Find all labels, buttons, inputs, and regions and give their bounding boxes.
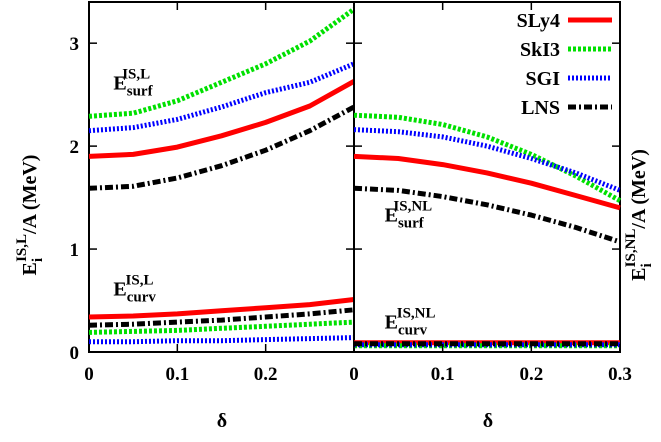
left-annotation-surf: EsurfIS,L xyxy=(113,67,153,100)
left-series-sgi-curv xyxy=(89,335,355,345)
right-x-tick-label: 0.3 xyxy=(608,364,632,385)
right-series-sgi-surf xyxy=(353,127,621,193)
y-tick-label: 2 xyxy=(70,137,80,158)
left-series-sgi-surf xyxy=(88,61,355,134)
left-series-sly4-curv xyxy=(88,297,355,320)
right-series-sly4-surf xyxy=(353,153,621,211)
left-series-lns-surf xyxy=(88,104,356,191)
left-annotation-curv: EcurvIS,L xyxy=(113,272,156,305)
left-y-axis-title: EiIS,L/A (MeV) xyxy=(14,155,46,276)
left-panel: 0 0.1 0.2 0 1 2 3 EsurfIS,L EcurvIS,L xyxy=(70,1,356,385)
legend-label-lns: LNS xyxy=(521,97,560,119)
legend-label-ski3: SkI3 xyxy=(520,39,560,61)
left-series-ski3-curv xyxy=(88,319,355,335)
left-series-ski3-surf xyxy=(88,7,356,119)
right-x-tick-label: 0 xyxy=(349,364,359,385)
right-x-axis-title: δ xyxy=(483,410,493,432)
right-x-tick-label: 0.2 xyxy=(519,364,543,385)
left-x-tick-label: 0.1 xyxy=(165,364,189,385)
right-annotation-surf: EsurfIS,NL xyxy=(385,198,433,231)
right-series-ski3-surf xyxy=(353,112,622,203)
legend-label-sgi: SGI xyxy=(526,68,561,90)
legend-label-sly4: SLy4 xyxy=(517,10,560,32)
left-x-tick-label: 0.2 xyxy=(254,364,278,385)
right-x-tick-label: 0.1 xyxy=(431,364,455,385)
right-panel: 0 0.1 0.2 0.3 EsurfIS,NL EcurvIS,NL xyxy=(349,1,632,385)
right-annotation-curv: EcurvIS,NL xyxy=(385,305,436,338)
y-tick-label: 0 xyxy=(70,343,80,364)
y-tick-label: 3 xyxy=(70,34,80,55)
right-plot-frame xyxy=(353,1,621,353)
left-series-lns-curv xyxy=(88,307,355,328)
left-series-sly4-surf xyxy=(88,79,356,159)
legend: SLy4 SkI3 SGI LNS xyxy=(517,10,612,119)
left-x-axis-title: δ xyxy=(217,410,227,432)
left-x-tick-label: 0 xyxy=(84,364,94,385)
right-series-lns-surf xyxy=(353,185,621,245)
right-y-axis-title: EiIS,NL/A (MeV) xyxy=(623,149,655,281)
y-tick-label: 1 xyxy=(70,240,80,261)
